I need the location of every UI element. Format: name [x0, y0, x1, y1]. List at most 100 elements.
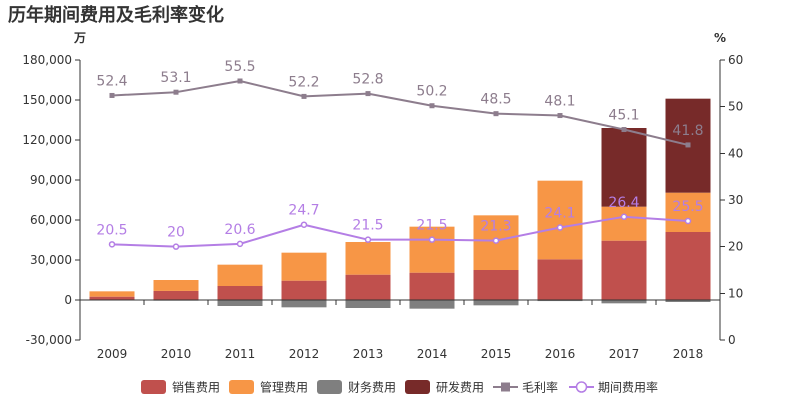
- y-axis-left-tick-label: 30,000: [30, 253, 72, 267]
- point-expense-ratio-2015: [492, 237, 500, 244]
- point-expense-ratio-2018: [684, 217, 692, 225]
- legend-item-expense-ratio[interactable]: 期间费用率: [569, 380, 658, 395]
- label-expense-ratio-2013: 21.5: [352, 218, 383, 234]
- bar-admin-expense-2009: [89, 291, 135, 297]
- x-axis-tick-label: 2010: [161, 347, 192, 361]
- point-expense-ratio-2017: [620, 213, 628, 221]
- bar-sales-expense-2014: [409, 272, 455, 300]
- y-axis-right-tick-label: 20: [728, 240, 743, 254]
- y-axis-left-tick-label: 60,000: [30, 213, 72, 227]
- label-gross-margin-2011: 55.5: [224, 59, 255, 75]
- legend-item-rd-expense[interactable]: 研发费用: [405, 380, 484, 395]
- bar-sales-expense-2011: [217, 286, 263, 300]
- bar-sales-expense-2016: [537, 259, 583, 300]
- legend-square-marker-icon: [501, 382, 510, 392]
- y-axis-left-unit: 万: [73, 31, 86, 45]
- legend-swatch: [141, 380, 166, 394]
- bar-finance-expense-2017: [601, 300, 647, 304]
- bar-finance-expense-2013: [345, 300, 391, 308]
- x-axis-tick-label: 2011: [225, 347, 256, 361]
- label-expense-ratio-2017: 26.4: [608, 195, 639, 211]
- bar-sales-expense-2010: [153, 290, 199, 300]
- bar-admin-expense-2014: [409, 226, 455, 273]
- data-labels: 52.4 53.1 55.5 52.2 52.8 50.2 48.5 48.1 45.1 41.8…: [96, 59, 703, 241]
- legend-item-gross-margin[interactable]: 毛利率: [493, 380, 558, 395]
- bar-admin-expense-2012: [281, 252, 327, 281]
- point-gross-margin-2014: [429, 103, 435, 109]
- y-axis-right-tick-label: 10: [728, 286, 743, 300]
- legend-label: 期间费用率: [598, 380, 658, 395]
- y-axis-left-tick-label: 90,000: [30, 173, 72, 187]
- legend: 销售费用 管理费用 财务费用 研发费用 毛利率 期间费用率: [141, 380, 658, 395]
- label-gross-margin-2012: 52.2: [288, 74, 319, 90]
- bar-sales-expense-2013: [345, 274, 391, 300]
- legend-swatch: [317, 380, 342, 394]
- bar-sales-expense-2015: [473, 270, 519, 300]
- label-gross-margin-2018: 41.8: [672, 123, 703, 139]
- label-gross-margin-2016: 48.1: [544, 94, 575, 110]
- point-expense-ratio-2013: [364, 236, 372, 243]
- label-expense-ratio-2011: 20.6: [224, 222, 255, 238]
- point-expense-ratio-2012: [300, 221, 308, 228]
- legend-item-finance-expense[interactable]: 财务费用: [317, 380, 396, 395]
- x-axis-tick-label: 2014: [417, 347, 448, 361]
- bar-admin-expense-2016: [537, 180, 583, 260]
- bar-finance-expense-2015: [473, 300, 519, 306]
- x-axis-tick-label: 2017: [609, 347, 640, 361]
- y-axis-right-tick-label: 0: [728, 333, 736, 347]
- bar-finance-expense-2011: [217, 300, 263, 306]
- bar-finance-expense-2018: [665, 300, 711, 302]
- bar-admin-expense-2018: [665, 192, 711, 232]
- point-gross-margin-2017: [621, 127, 627, 133]
- point-expense-ratio-2009: [108, 241, 116, 248]
- label-expense-ratio-2012: 24.7: [288, 203, 319, 219]
- point-expense-ratio-2014: [428, 236, 436, 243]
- point-gross-margin-2015: [493, 111, 499, 117]
- point-expense-ratio-2011: [236, 240, 244, 248]
- bar-finance-expense-2016: [537, 300, 583, 302]
- y-axis-left-tick-label: 120,000: [22, 133, 72, 147]
- legend-label: 毛利率: [522, 380, 558, 395]
- legend-label: 财务费用: [348, 380, 396, 395]
- y-axis-right-tick-label: 60: [728, 53, 743, 67]
- legend-item-sales-expense[interactable]: 销售费用: [141, 380, 220, 395]
- bar-sales-expense-2012: [281, 280, 327, 300]
- label-expense-ratio-2018: 25.5: [672, 199, 703, 215]
- legend-item-admin-expense[interactable]: 管理费用: [229, 380, 308, 395]
- point-gross-margin-2010: [173, 89, 179, 95]
- legend-label: 管理费用: [260, 380, 308, 395]
- label-expense-ratio-2016: 24.1: [544, 206, 575, 222]
- y-axis-left-tick-label: -30,000: [26, 333, 72, 347]
- point-gross-margin-2018: [685, 142, 691, 148]
- label-expense-ratio-2009: 20.5: [96, 222, 127, 238]
- bar-sales-expense-2009: [89, 296, 135, 300]
- label-expense-ratio-2014: 21.5: [416, 218, 447, 234]
- legend-swatch: [405, 380, 430, 394]
- point-gross-margin-2011: [237, 78, 243, 84]
- bar-finance-expense-2012: [281, 300, 327, 308]
- x-axis-tick-label: 2018: [673, 347, 704, 361]
- label-gross-margin-2017: 45.1: [608, 108, 639, 124]
- chart-title: 历年期间费用及毛利率变化: [8, 4, 224, 26]
- line-expense-ratio: [111, 215, 689, 248]
- line-gross-margin: [111, 80, 689, 146]
- bar-finance-expense-2014: [409, 300, 455, 309]
- point-gross-margin-2012: [301, 93, 307, 99]
- y-axis-right-unit: %: [714, 31, 726, 45]
- x-axis-tick-label: 2016: [545, 347, 576, 361]
- bar-rd-expense-2017: [601, 128, 647, 207]
- y-axis-left-tick-label: 0: [64, 293, 72, 307]
- label-gross-margin-2009: 52.4: [96, 73, 127, 89]
- bar-admin-expense-2017: [601, 206, 647, 241]
- label-expense-ratio-2015: 21.3: [480, 219, 511, 235]
- y-axis-right-tick-label: 30: [728, 193, 743, 207]
- x-axis-tick-label: 2012: [289, 347, 320, 361]
- legend-label: 研发费用: [436, 380, 484, 395]
- point-expense-ratio-2016: [556, 224, 564, 231]
- point-gross-margin-2016: [557, 113, 563, 119]
- y-axis-left-tick-label: 180,000: [22, 53, 72, 67]
- point-gross-margin-2013: [365, 91, 371, 97]
- bar-sales-expense-2017: [601, 240, 647, 300]
- y-axis-right-tick-label: 40: [728, 146, 743, 160]
